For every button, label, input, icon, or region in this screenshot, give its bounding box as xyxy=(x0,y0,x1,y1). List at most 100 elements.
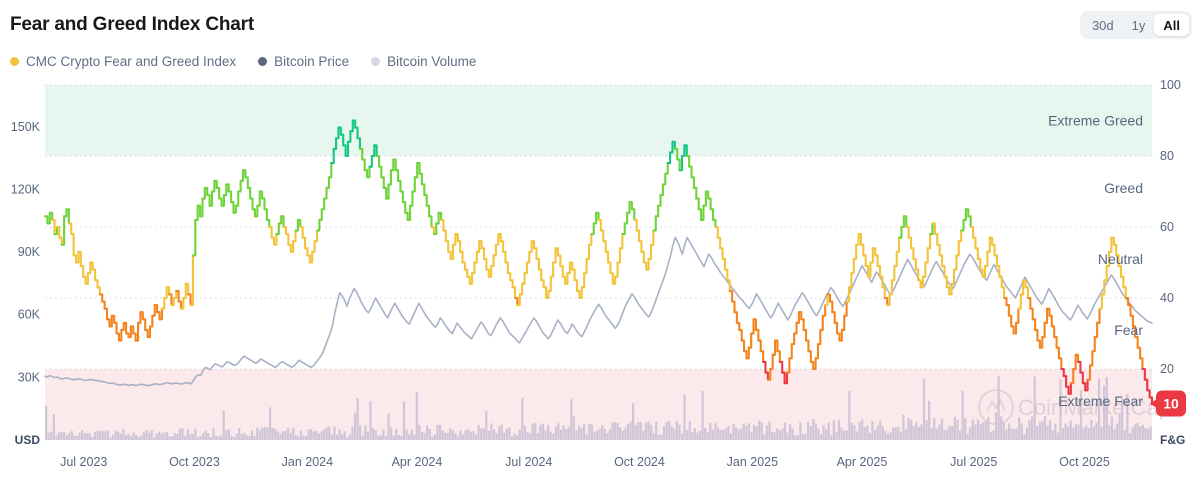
fear-greed-segment xyxy=(404,211,409,221)
volume-bar xyxy=(225,430,228,440)
x-axis-tick: Oct 2025 xyxy=(1059,455,1110,469)
volume-bar xyxy=(248,435,251,440)
fear-greed-segment xyxy=(695,197,700,211)
volume-bar xyxy=(444,432,447,440)
fear-greed-segment xyxy=(774,339,779,353)
current-value-badge[interactable]: 10 xyxy=(1150,390,1186,417)
volume-bar xyxy=(127,433,130,440)
fear-greed-segment xyxy=(733,311,738,324)
fear-greed-segment xyxy=(571,268,576,282)
volume-bar xyxy=(330,434,333,440)
fear-greed-segment xyxy=(356,137,361,150)
volume-bar xyxy=(711,429,714,440)
left-axis-tick: 90K xyxy=(18,245,41,259)
fear-greed-segment xyxy=(781,371,786,385)
fear-greed-segment xyxy=(194,204,199,221)
volume-bar xyxy=(467,429,470,440)
fear-greed-segment xyxy=(783,371,789,385)
fear-greed-segment xyxy=(790,332,796,346)
fear-greed-segment xyxy=(463,268,469,278)
fear-greed-segment xyxy=(867,261,872,278)
range-button-30d[interactable]: 30d xyxy=(1083,14,1123,36)
volume-bar xyxy=(1126,393,1129,440)
legend-item-fear-greed[interactable]: CMC Crypto Fear and Greed Index xyxy=(10,54,236,69)
fear-greed-segment xyxy=(456,240,462,253)
volume-bar xyxy=(111,435,115,440)
fear-greed-segment xyxy=(468,272,474,285)
volume-bar xyxy=(186,429,189,440)
left-axis-labels: 150K 120K 90K 60K 30K USD xyxy=(11,120,41,447)
volume-bar xyxy=(96,430,99,440)
volume-bar xyxy=(994,412,998,440)
legend-item-bitcoin-volume[interactable]: Bitcoin Volume xyxy=(371,54,476,69)
fear-greed-segment xyxy=(602,240,607,253)
zone-labels-group: Extreme Greed Greed Neutral Fear Extreme Fea… xyxy=(1048,113,1143,409)
volume-bar xyxy=(807,421,810,440)
volume-bar xyxy=(776,428,779,440)
volume-bar xyxy=(338,429,341,440)
range-toggle-group[interactable]: 30d 1y All xyxy=(1079,11,1192,39)
volume-bar xyxy=(104,431,107,440)
fear-greed-segment xyxy=(554,247,559,257)
volume-bar xyxy=(150,429,153,440)
fear-greed-segment xyxy=(122,321,128,335)
volume-bar xyxy=(742,423,745,440)
volume-bar xyxy=(320,431,323,440)
fear-greed-segment xyxy=(151,304,156,317)
volume-bar xyxy=(286,427,290,440)
volume-bar xyxy=(153,437,156,440)
volume-bar xyxy=(737,429,740,440)
fear-greed-segment xyxy=(397,179,402,193)
legend-item-bitcoin-price[interactable]: Bitcoin Price xyxy=(258,54,349,69)
volume-bar xyxy=(920,424,923,440)
fear-greed-segment xyxy=(843,300,848,317)
fear-greed-segment xyxy=(816,328,822,346)
fear-greed-segment xyxy=(719,247,724,260)
fear-greed-segment xyxy=(1103,265,1108,282)
badge-background[interactable] xyxy=(1156,390,1186,417)
volume-bar xyxy=(526,432,529,440)
volume-bar xyxy=(827,422,830,440)
volume-bar xyxy=(57,432,61,440)
fear-greed-segment xyxy=(1079,371,1084,385)
volume-bar xyxy=(608,429,612,440)
x-axis-tick: Jul 2023 xyxy=(60,455,107,469)
watermark-text: CoinMarketCap xyxy=(1018,395,1171,420)
fear-greed-segment xyxy=(852,243,858,260)
range-button-1y[interactable]: 1y xyxy=(1123,14,1155,36)
fear-greed-segment xyxy=(1007,314,1013,328)
volume-bar xyxy=(871,421,874,440)
fear-greed-segment xyxy=(900,215,905,229)
fear-greed-segment xyxy=(423,194,428,207)
fear-greed-segment xyxy=(561,275,567,285)
volume-bar xyxy=(866,425,869,440)
fear-greed-segment xyxy=(249,197,254,211)
volume-bar xyxy=(1002,422,1005,440)
volume-bar xyxy=(624,427,627,440)
volume-bar xyxy=(227,429,231,440)
volume-bar xyxy=(384,436,388,440)
fear-greed-segment xyxy=(974,247,979,260)
fear-greed-segment xyxy=(1050,325,1056,339)
fear-greed-segment xyxy=(943,275,948,289)
volume-bar xyxy=(987,416,990,440)
volume-bar xyxy=(346,436,349,440)
range-button-all[interactable]: All xyxy=(1154,14,1189,36)
fear-greed-segment xyxy=(878,275,884,289)
fear-greed-segment xyxy=(373,144,378,158)
fear-greed-segment xyxy=(351,119,357,129)
left-axis-tick: 60K xyxy=(18,308,41,322)
volume-bar xyxy=(976,419,980,440)
right-axis-unit-label: F&G xyxy=(1160,433,1185,447)
fear-greed-segment xyxy=(380,176,385,189)
fear-greed-segment xyxy=(342,144,347,158)
volume-bar xyxy=(482,428,485,440)
fear-greed-segment xyxy=(387,169,392,186)
fear-greed-segment xyxy=(580,272,586,289)
fear-greed-segment xyxy=(160,296,166,310)
fear-greed-plot[interactable]: CoinMarketCap Extreme Greed Greed Neutral F… xyxy=(0,76,1200,491)
volume-bar xyxy=(631,403,635,440)
fear-greed-segment xyxy=(766,367,772,381)
fear-greed-segment xyxy=(1043,307,1049,324)
volume-bar xyxy=(397,434,400,440)
